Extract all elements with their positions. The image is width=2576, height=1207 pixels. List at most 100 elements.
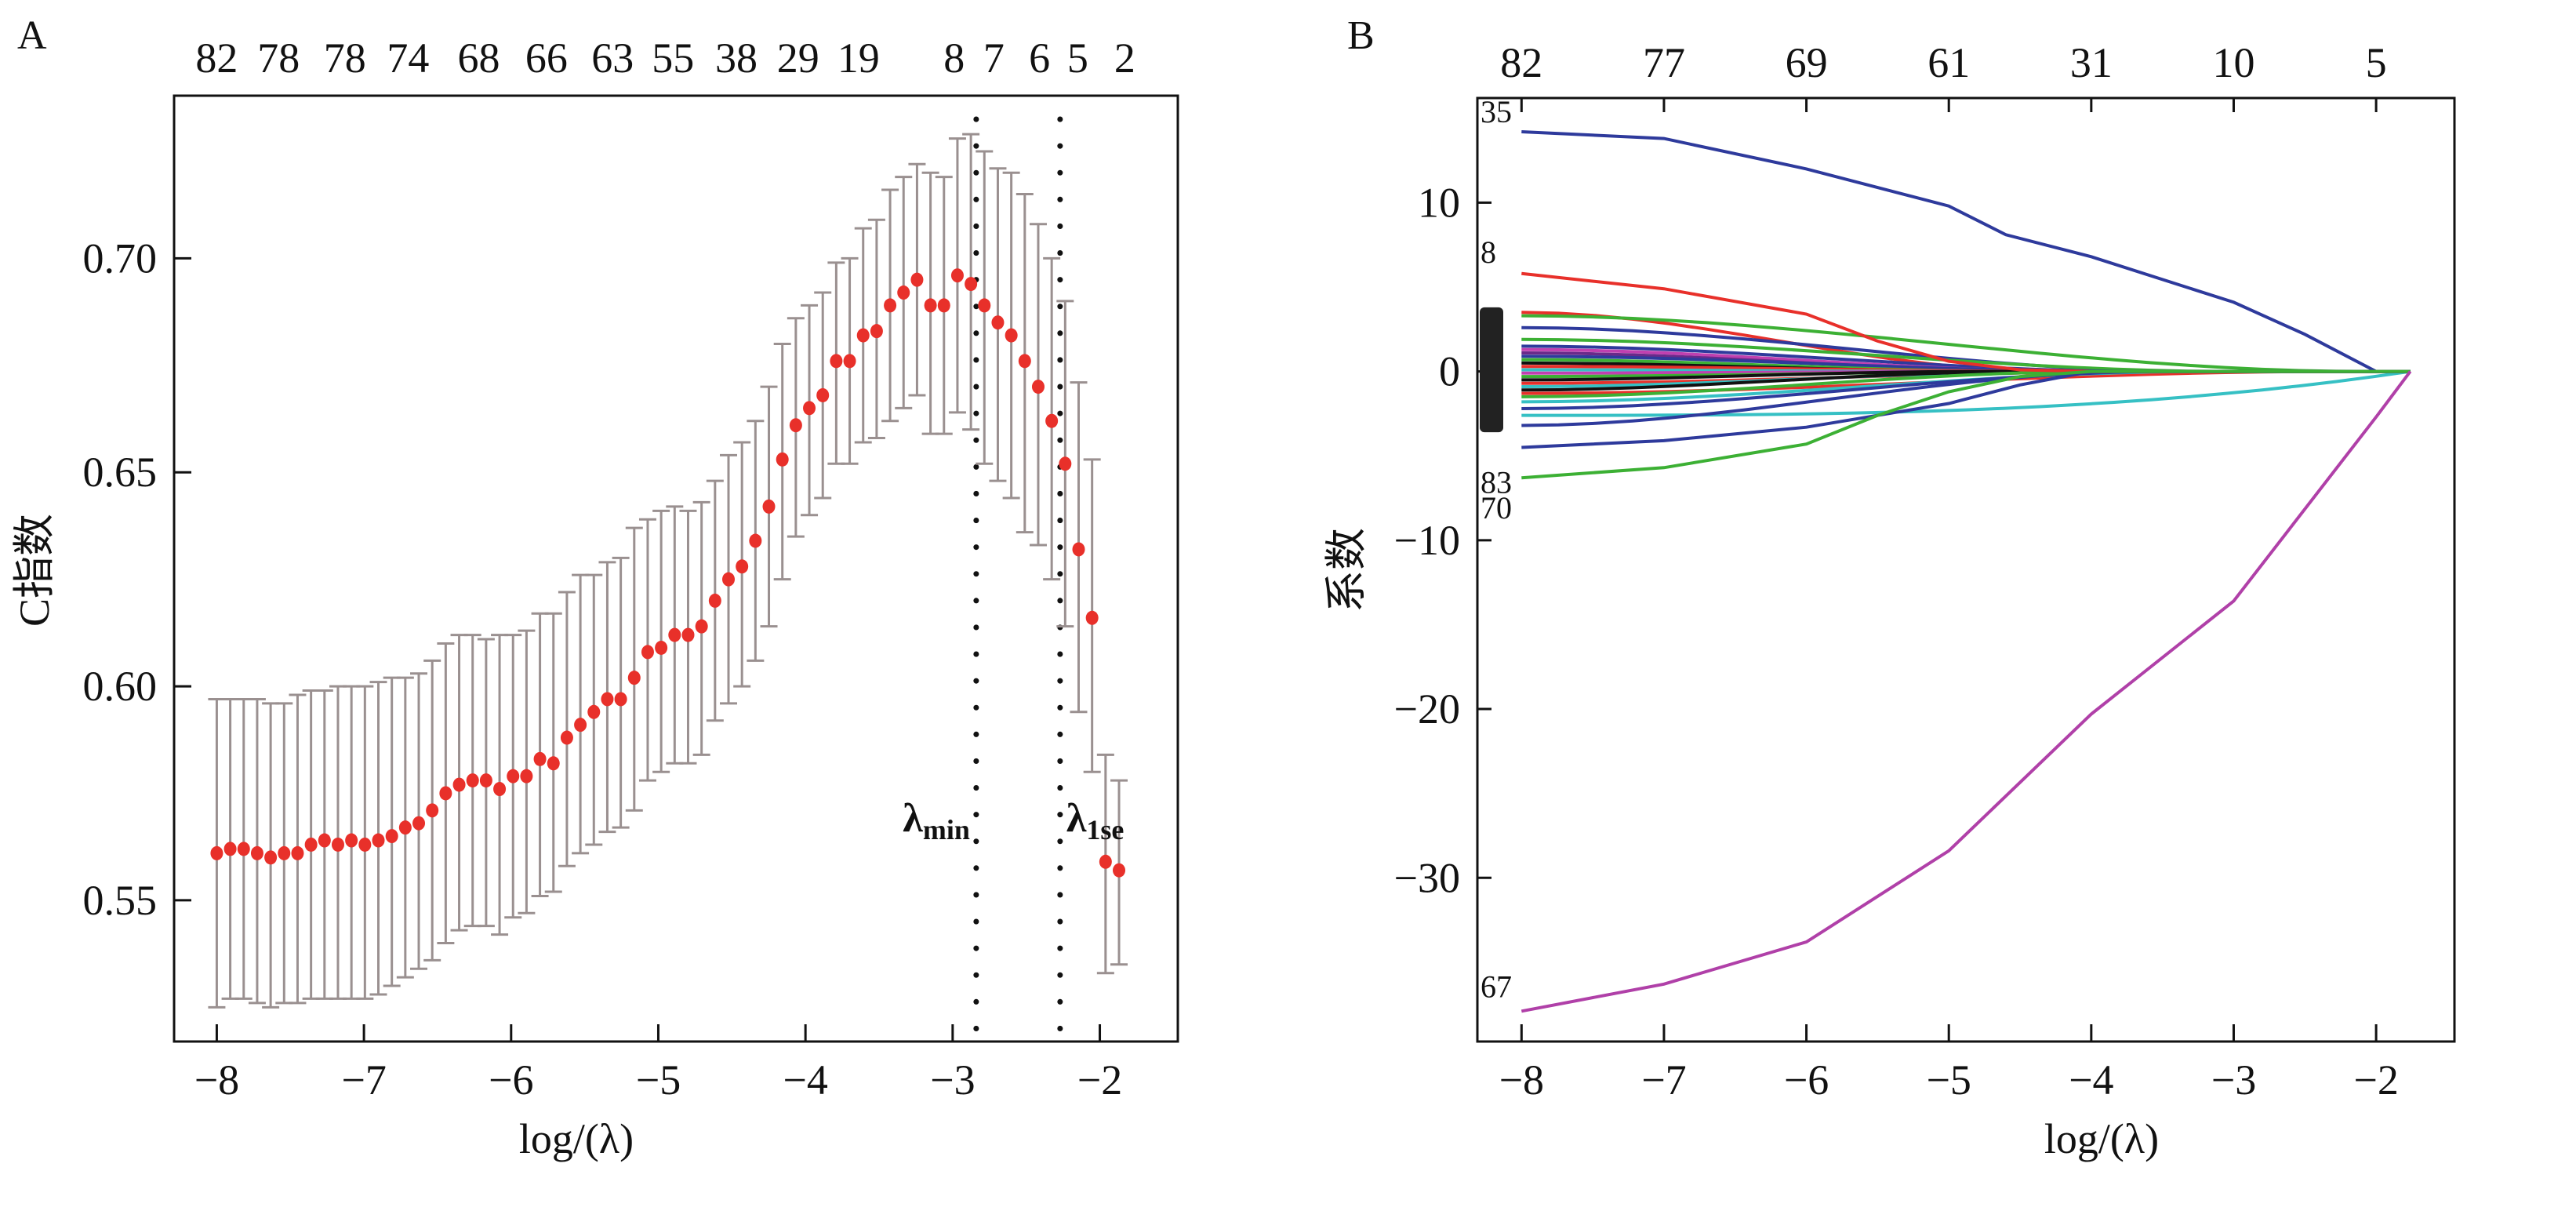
top-axis-label: 31: [2070, 39, 2113, 86]
data-point: [749, 533, 762, 548]
lambda-label-1se: λ1se: [1066, 796, 1125, 845]
x-tick-label: −6: [1784, 1056, 1829, 1103]
x-tick-label: −5: [1926, 1056, 1971, 1103]
top-axis-label: 55: [652, 35, 694, 82]
data-point: [358, 837, 372, 852]
lambda-subscript: 1se: [1086, 814, 1124, 845]
data-point: [507, 769, 520, 783]
data-point: [439, 786, 452, 801]
y-tick-label: 10: [1418, 179, 1460, 226]
data-point: [668, 627, 681, 642]
data-point: [345, 833, 358, 848]
data-point: [574, 718, 587, 733]
data-point: [722, 572, 736, 587]
lambda-symbol: λ: [903, 796, 923, 841]
data-point: [950, 268, 964, 283]
series-label: 35: [1481, 94, 1512, 129]
x-tick-label: −4: [2069, 1056, 2113, 1103]
top-axis-label: 29: [777, 35, 819, 82]
panel-b-x-axis: −8 −7 −6 −5 −4 −3 −2: [1499, 1024, 2399, 1103]
data-point: [493, 782, 507, 797]
y-tick-label: 0.55: [83, 877, 158, 924]
top-axis-label: 78: [257, 35, 300, 82]
data-point: [695, 619, 708, 634]
data-point: [1059, 456, 1072, 471]
panel-a-lambda-labels: λmin λ1se: [903, 796, 1124, 845]
panel-b-coefficient-paths: 82 77 69 61 31 10 5 −8 −7 −6 −5 −4 −3 −2 −30 −20 −10 0 1…: [1323, 39, 2456, 1162]
data-point: [426, 803, 439, 818]
lambda-label-min: λmin: [903, 796, 970, 845]
panel-a-y-axis: 0.55 0.60 0.65 0.70: [83, 234, 191, 924]
top-axis-label: 7: [983, 35, 1005, 82]
panel-b-x-title: log/(λ): [2044, 1115, 2159, 1162]
data-point: [776, 452, 789, 467]
series-label: 70: [1481, 490, 1512, 525]
data-point: [291, 845, 304, 860]
x-tick-label: −3: [2211, 1056, 2256, 1103]
x-tick-label: −2: [2353, 1056, 2398, 1103]
x-tick-label: −7: [341, 1056, 386, 1103]
data-point: [304, 837, 318, 852]
data-point: [655, 640, 668, 655]
data-point: [1031, 380, 1045, 394]
coefficient-path: [1521, 314, 2411, 373]
top-axis-label: 61: [1927, 39, 1970, 86]
top-axis-label: 82: [1500, 39, 1542, 86]
coefficient-path-labeled: [1521, 369, 2411, 480]
data-point: [991, 315, 1005, 330]
y-tick-label: −20: [1394, 685, 1460, 733]
top-axis-label: 74: [387, 35, 429, 82]
panel-b-frame: [1476, 96, 2456, 1043]
x-tick-label: −3: [930, 1056, 975, 1103]
data-point: [708, 593, 721, 608]
top-axis-label: 5: [2366, 39, 2387, 86]
data-point: [560, 730, 573, 745]
data-point: [250, 845, 263, 860]
data-point: [264, 850, 278, 865]
y-tick-label: 0.65: [83, 449, 158, 496]
x-tick-label: −5: [636, 1056, 681, 1103]
top-axis-label: 78: [324, 35, 366, 82]
data-point: [331, 837, 344, 852]
panel-b-paths: [1521, 130, 2412, 1013]
y-tick-label: −10: [1394, 517, 1460, 564]
x-tick-label: −8: [1499, 1056, 1544, 1103]
series-label: 83: [1481, 464, 1512, 500]
data-point: [641, 645, 654, 660]
panel-a-points: [210, 268, 1126, 878]
data-point: [614, 692, 627, 707]
top-axis-label: 38: [715, 35, 758, 82]
data-point: [237, 842, 250, 856]
y-tick-label: 0.70: [83, 234, 158, 282]
panel-label-a: A: [17, 13, 47, 58]
data-point: [520, 769, 533, 783]
panel-a-y-title: C指数: [11, 514, 58, 627]
panel-a-x-axis: −8 −7 −6 −5 −4 −3 −2: [194, 1024, 1122, 1103]
coefficient-path: [1521, 369, 2411, 417]
data-point: [479, 773, 492, 788]
panel-a-top-axis-labels: 82 78 78 74 68 66 63 55 38 29 19 8 7 6 5 2: [195, 35, 1135, 82]
data-point: [278, 845, 291, 860]
x-tick-label: −4: [783, 1056, 827, 1103]
data-point: [978, 298, 991, 313]
top-axis-label: 77: [1643, 39, 1685, 86]
data-point: [884, 298, 897, 313]
data-point: [412, 816, 426, 831]
data-point: [627, 671, 641, 685]
top-axis-label: 69: [1786, 39, 1828, 86]
lambda-subscript: min: [923, 814, 970, 845]
data-point: [385, 829, 398, 844]
data-point: [736, 559, 749, 574]
data-point: [587, 704, 601, 719]
data-point: [1005, 328, 1018, 343]
data-point: [223, 842, 237, 856]
y-tick-label: 0: [1439, 348, 1460, 395]
data-point: [843, 354, 856, 369]
data-point: [856, 328, 870, 343]
data-point: [910, 272, 924, 287]
panel-b-y-axis: −30 −20 −10 0 10: [1394, 179, 1491, 901]
data-point: [1018, 354, 1031, 369]
top-axis-label: 63: [591, 35, 634, 82]
